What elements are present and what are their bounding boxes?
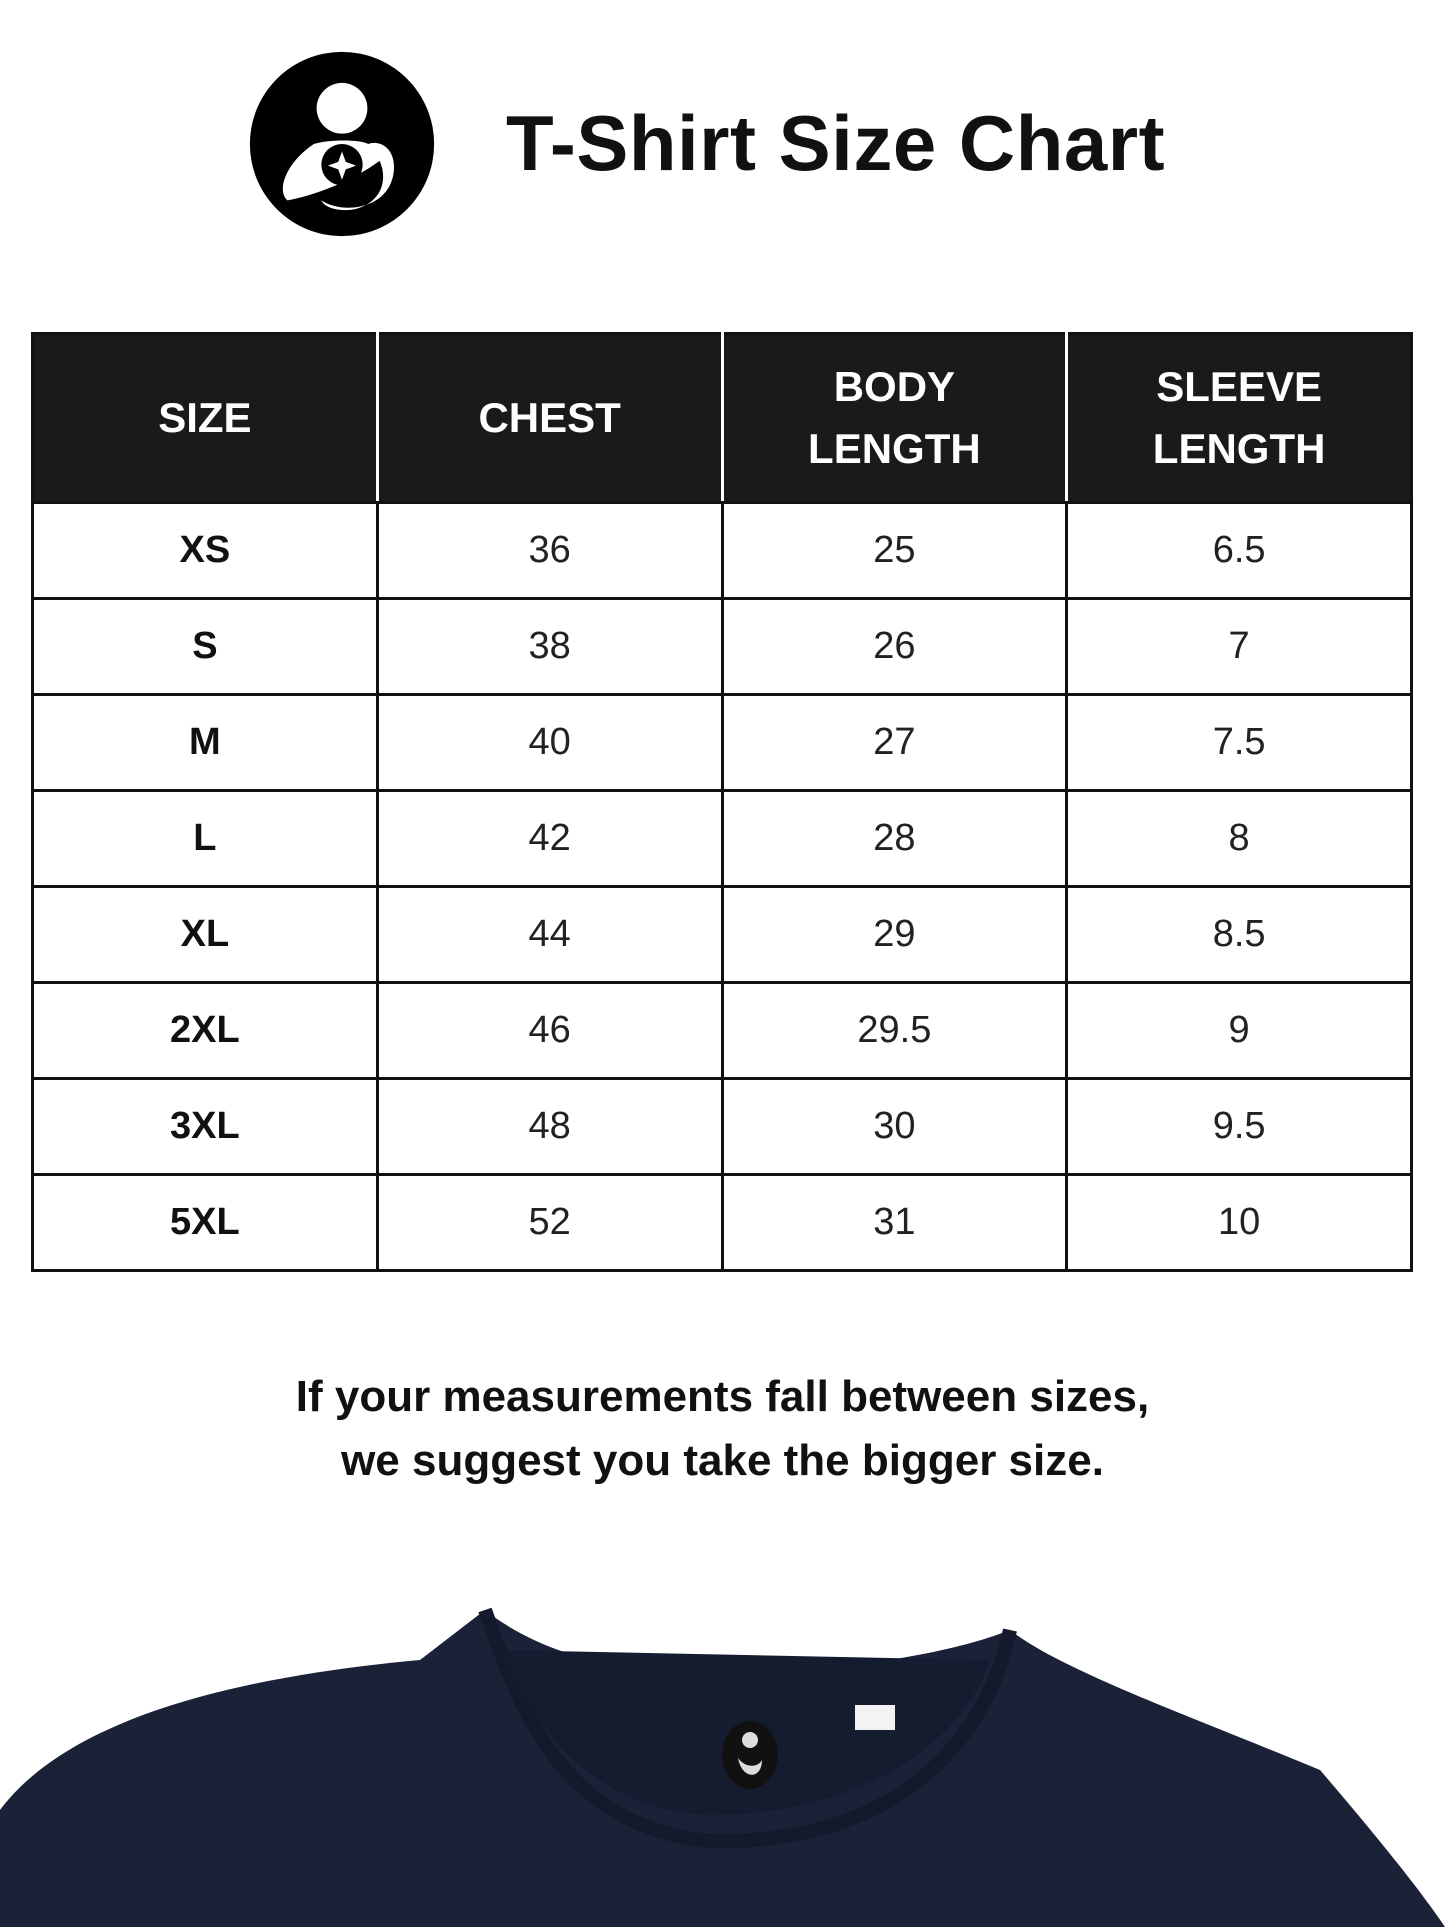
- cell-chest: 46: [375, 981, 724, 1080]
- size-chart-table: SIZE CHEST BODY LENGTH SLEEVE LENGTH XS 36 2…: [31, 332, 1413, 1272]
- table-row: 2XL 46 29.5 9: [31, 981, 1413, 1080]
- cell-body-length: 25: [720, 501, 1069, 600]
- cell-body-length: 26: [720, 597, 1069, 696]
- cell-chest: 38: [375, 597, 724, 696]
- cell-sleeve-length: 8.5: [1065, 885, 1413, 984]
- tshirt-image: [0, 1607, 1445, 1927]
- cell-body-length: 30: [720, 1077, 1069, 1176]
- cell-sleeve-length: 10: [1065, 1173, 1413, 1272]
- cell-body-length: 29.5: [720, 981, 1069, 1080]
- table-row: L 42 28 8: [31, 789, 1413, 888]
- neck-logo-icon: [722, 1721, 778, 1789]
- cell-body-length: 29: [720, 885, 1069, 984]
- cell-size: XL: [31, 885, 379, 984]
- cell-size: L: [31, 789, 379, 888]
- neck-label-tag: [855, 1705, 895, 1730]
- sizing-note: If your measurements fall between sizes,…: [0, 1365, 1445, 1493]
- cell-size: S: [31, 597, 379, 696]
- page-title: T-Shirt Size Chart: [506, 99, 1166, 187]
- cell-chest: 44: [375, 885, 724, 984]
- cell-sleeve-length: 6.5: [1065, 501, 1413, 600]
- cell-body-length: 27: [720, 693, 1069, 792]
- cell-size: M: [31, 693, 379, 792]
- column-header-size: SIZE: [31, 332, 379, 504]
- note-line-1: If your measurements fall between sizes,: [295, 1372, 1150, 1421]
- cell-chest: 42: [375, 789, 724, 888]
- cell-size: 5XL: [31, 1173, 379, 1272]
- cell-sleeve-length: 7: [1065, 597, 1413, 696]
- cell-chest: 48: [375, 1077, 724, 1176]
- table-row: 3XL 48 30 9.5: [31, 1077, 1413, 1176]
- cell-size: 3XL: [31, 1077, 379, 1176]
- table-row: XL 44 29 8.5: [31, 885, 1413, 984]
- column-header-sleeve-length: SLEEVE LENGTH: [1065, 332, 1413, 504]
- table-row: 5XL 52 31 10: [31, 1173, 1413, 1272]
- cell-body-length: 31: [720, 1173, 1069, 1272]
- cell-size: XS: [31, 501, 379, 600]
- column-header-chest: CHEST: [375, 332, 724, 504]
- cell-sleeve-length: 8: [1065, 789, 1413, 888]
- column-header-body-length: BODY LENGTH: [720, 332, 1069, 504]
- cell-chest: 52: [375, 1173, 724, 1272]
- cell-sleeve-length: 9: [1065, 981, 1413, 1080]
- table-row: S 38 26 7: [31, 597, 1413, 696]
- cell-chest: 36: [375, 501, 724, 600]
- cell-chest: 40: [375, 693, 724, 792]
- table-row: M 40 27 7.5: [31, 693, 1413, 792]
- cell-size: 2XL: [31, 981, 379, 1080]
- brand-logo-icon: [249, 51, 435, 237]
- cell-sleeve-length: 7.5: [1065, 693, 1413, 792]
- cell-body-length: 28: [720, 789, 1069, 888]
- cell-sleeve-length: 9.5: [1065, 1077, 1413, 1176]
- note-line-2: we suggest you take the bigger size.: [341, 1436, 1104, 1485]
- table-row: XS 36 25 6.5: [31, 501, 1413, 600]
